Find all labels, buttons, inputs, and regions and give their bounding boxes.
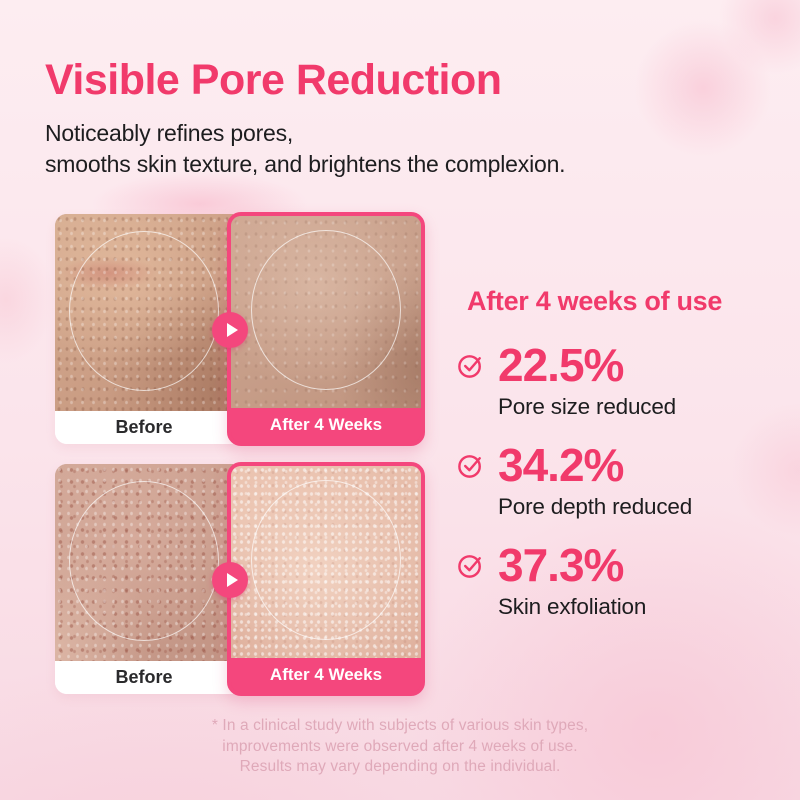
play-triangle [226, 323, 238, 337]
subtitle-line-1: Noticeably refines pores, [45, 120, 294, 146]
stat-pore-depth: 34.2% Pore depth reduced [456, 442, 692, 520]
stat-pore-size: 22.5% Pore size reduced [456, 342, 676, 420]
stat-text: 34.2% Pore depth reduced [498, 442, 692, 520]
stat-label: Skin exfoliation [498, 594, 647, 619]
after-label: After 4 Weeks [231, 658, 421, 692]
before-after-comparison-1: Before After 4 Weeks [55, 212, 425, 446]
page-title: Visible Pore Reduction [45, 56, 502, 104]
stat-skin-exfoliation: 37.3% Skin exfoliation [456, 542, 646, 620]
focus-circle [251, 230, 401, 391]
before-label: Before [55, 411, 233, 444]
page-subtitle: Noticeably refines pores, smooths skin t… [45, 118, 566, 180]
results-heading: After 4 weeks of use [467, 286, 723, 316]
after-panel: After 4 Weeks [227, 462, 425, 696]
before-after-comparison-2: Before After 4 Weeks [55, 462, 425, 696]
stat-value: 37.3% [498, 539, 624, 591]
after-photo [231, 466, 421, 658]
before-panel: Before [55, 464, 233, 694]
after-label: After 4 Weeks [231, 408, 421, 442]
focus-circle [251, 480, 401, 641]
focus-circle [69, 480, 219, 641]
before-label: Before [55, 661, 233, 694]
stat-value: 34.2% [498, 439, 624, 491]
before-panel: Before [55, 214, 233, 444]
stat-value: 22.5% [498, 339, 624, 391]
check-circle-icon [458, 555, 481, 578]
stat-label: Pore size reduced [498, 394, 676, 419]
check-circle-icon [458, 455, 481, 478]
disclaimer: * In a clinical study with subjects of v… [0, 716, 800, 778]
check-circle-icon [458, 355, 481, 378]
after-photo [231, 216, 421, 408]
after-panel: After 4 Weeks [227, 212, 425, 446]
before-photo [55, 214, 233, 411]
focus-circle [69, 230, 219, 391]
disclaimer-line-2: improvements were observed after 4 weeks… [222, 737, 578, 755]
stat-text: 22.5% Pore size reduced [498, 342, 676, 420]
subtitle-line-2: smooths skin texture, and brightens the … [45, 151, 566, 177]
stat-label: Pore depth reduced [498, 494, 693, 519]
stat-text: 37.3% Skin exfoliation [498, 542, 646, 620]
disclaimer-line-3: Results may vary depending on the indivi… [239, 758, 561, 775]
play-arrow-icon [212, 562, 248, 598]
play-arrow-icon [212, 312, 248, 348]
disclaimer-line-1: * In a clinical study with subjects of v… [211, 717, 589, 734]
before-photo [55, 464, 233, 661]
play-triangle [226, 573, 238, 587]
